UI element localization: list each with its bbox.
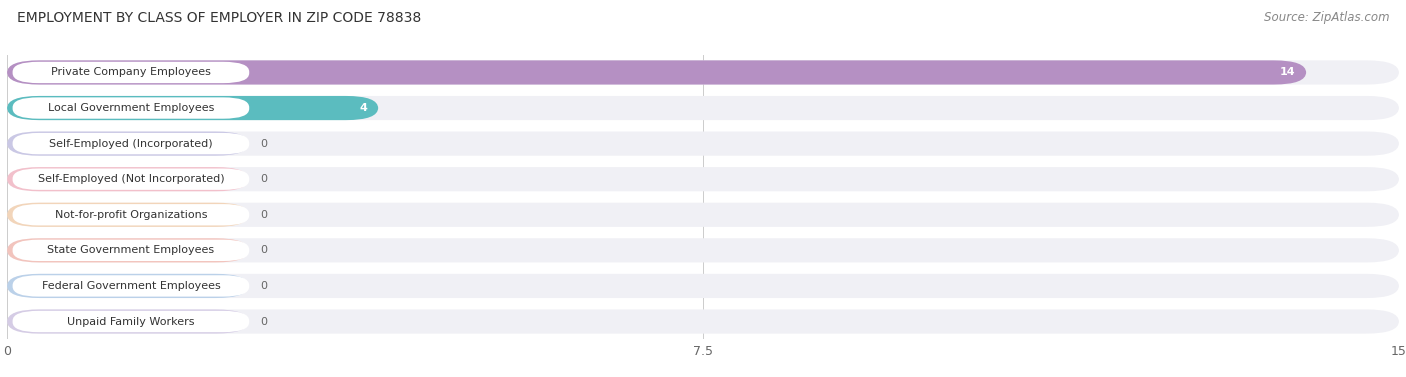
FancyBboxPatch shape — [13, 62, 249, 83]
FancyBboxPatch shape — [13, 240, 249, 261]
FancyBboxPatch shape — [7, 96, 1399, 120]
FancyBboxPatch shape — [7, 310, 1399, 334]
Text: 0: 0 — [260, 245, 267, 255]
Text: 0: 0 — [260, 317, 267, 326]
FancyBboxPatch shape — [13, 169, 249, 190]
FancyBboxPatch shape — [7, 60, 1399, 84]
FancyBboxPatch shape — [13, 275, 249, 297]
FancyBboxPatch shape — [13, 311, 249, 332]
Text: 0: 0 — [260, 139, 267, 149]
Text: 0: 0 — [260, 210, 267, 220]
Text: Unpaid Family Workers: Unpaid Family Workers — [67, 317, 194, 326]
FancyBboxPatch shape — [7, 167, 249, 191]
FancyBboxPatch shape — [7, 132, 1399, 156]
Text: EMPLOYMENT BY CLASS OF EMPLOYER IN ZIP CODE 78838: EMPLOYMENT BY CLASS OF EMPLOYER IN ZIP C… — [17, 11, 422, 25]
FancyBboxPatch shape — [7, 274, 249, 298]
Text: Self-Employed (Not Incorporated): Self-Employed (Not Incorporated) — [38, 174, 224, 184]
Text: Self-Employed (Incorporated): Self-Employed (Incorporated) — [49, 139, 212, 149]
Text: 14: 14 — [1279, 67, 1295, 77]
FancyBboxPatch shape — [13, 97, 249, 119]
FancyBboxPatch shape — [7, 203, 249, 227]
FancyBboxPatch shape — [7, 238, 249, 262]
Text: State Government Employees: State Government Employees — [48, 245, 215, 255]
FancyBboxPatch shape — [7, 96, 378, 120]
FancyBboxPatch shape — [7, 274, 1399, 298]
Text: 0: 0 — [260, 281, 267, 291]
FancyBboxPatch shape — [7, 310, 249, 334]
FancyBboxPatch shape — [13, 133, 249, 154]
FancyBboxPatch shape — [13, 204, 249, 225]
Text: 4: 4 — [359, 103, 367, 113]
Text: Source: ZipAtlas.com: Source: ZipAtlas.com — [1264, 11, 1389, 24]
Text: 0: 0 — [260, 174, 267, 184]
FancyBboxPatch shape — [7, 203, 1399, 227]
Text: Federal Government Employees: Federal Government Employees — [42, 281, 221, 291]
FancyBboxPatch shape — [7, 132, 249, 156]
FancyBboxPatch shape — [7, 167, 1399, 191]
FancyBboxPatch shape — [7, 60, 1306, 84]
Text: Local Government Employees: Local Government Employees — [48, 103, 214, 113]
Text: Not-for-profit Organizations: Not-for-profit Organizations — [55, 210, 207, 220]
FancyBboxPatch shape — [7, 238, 1399, 262]
Text: Private Company Employees: Private Company Employees — [51, 67, 211, 77]
